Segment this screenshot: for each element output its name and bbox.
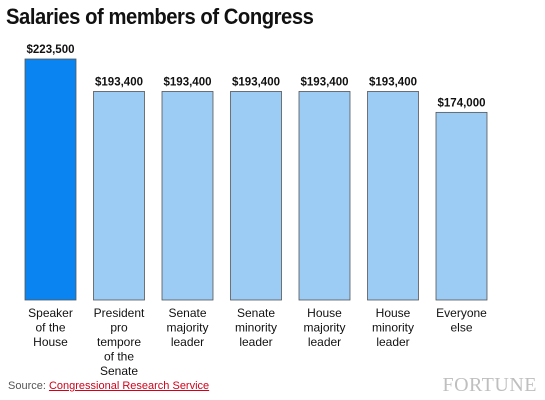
bar-value-label-1: $193,400 (95, 76, 143, 88)
bar-5 (367, 91, 419, 301)
bar-value-label-4: $193,400 (301, 76, 349, 88)
category-label-line: pro (110, 321, 128, 335)
source-note: Source: Congressional Research Service (8, 380, 209, 392)
category-label-line: majority (166, 321, 208, 335)
bar-2 (161, 91, 214, 301)
category-label-2: Senate majority leader (166, 306, 208, 349)
category-label-line: Senate (100, 364, 138, 378)
category-label-line: leader (376, 335, 409, 349)
category-label-3: Senate minority leader (235, 306, 277, 349)
fortune-logo: FORTUNE (442, 374, 537, 396)
category-label-5: House minority leader (372, 306, 414, 349)
category-label-line: minority (372, 321, 414, 335)
bar-value-label-3: $193,400 (232, 76, 280, 88)
category-label-line: else (450, 321, 472, 335)
source-prefix: Source: (8, 380, 49, 392)
category-label-0: Speaker of the House (28, 306, 73, 349)
category-label-6: Everyone else (436, 306, 487, 335)
category-label-line: President (94, 306, 145, 320)
category-label-line: Speaker (28, 306, 73, 320)
category-label-line: minority (235, 321, 277, 335)
category-label-line: of the (104, 350, 134, 364)
category-label-line: majority (303, 321, 345, 335)
category-label-line: leader (239, 335, 272, 349)
category-label-line: House (33, 335, 68, 349)
category-label-line: Senate (237, 306, 275, 320)
category-label-line: leader (171, 335, 204, 349)
category-label-4: House majority leader (303, 306, 345, 349)
bar-1 (93, 91, 145, 301)
category-label-line: tempore (97, 335, 141, 349)
bar-0 (24, 58, 77, 301)
category-label-1: President pro tempore of the Senate (94, 306, 145, 378)
bar-value-label-2: $193,400 (164, 76, 212, 88)
bar-6 (435, 111, 488, 301)
category-label-line: House (307, 306, 342, 320)
bar-value-label-0: $223,500 (27, 44, 75, 56)
category-label-line: of the (35, 321, 65, 335)
category-label-line: Everyone (436, 306, 487, 320)
bar-value-label-5: $193,400 (369, 76, 417, 88)
bar-3 (230, 91, 282, 301)
category-label-line: Senate (168, 306, 206, 320)
bar-value-label-6: $174,000 (438, 97, 486, 109)
source-link[interactable]: Congressional Research Service (48, 380, 210, 392)
category-label-line: leader (308, 335, 341, 349)
category-label-line: House (376, 306, 411, 320)
bar-4 (298, 91, 351, 301)
chart-title: Salaries of members of Congress (6, 4, 314, 29)
